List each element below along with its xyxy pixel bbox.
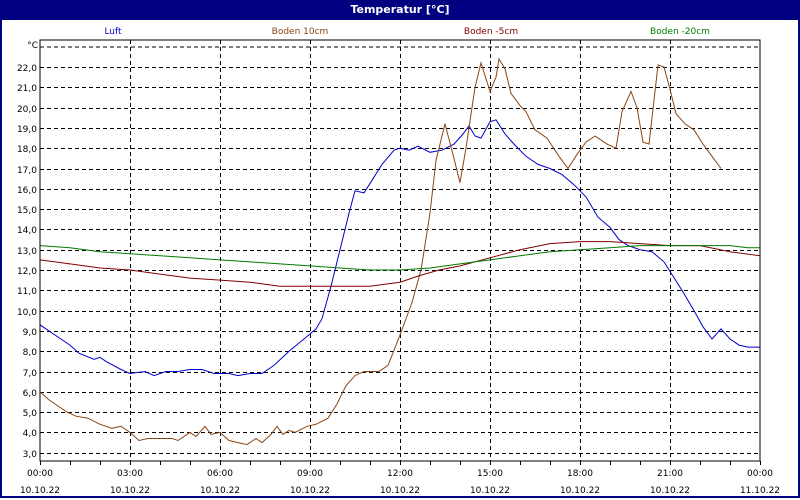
y-tick-label: 17,0 bbox=[17, 166, 37, 176]
y-axis-labels: 3,0 4,0 5,0 6,0 7,0 8,0 9,0 10,0 11,0 12,0 13,0 14,… bbox=[17, 64, 37, 460]
plot-area-border bbox=[39, 39, 761, 462]
x-tick-time: 18:00 bbox=[567, 469, 593, 479]
x-tick-date: 11.10.22 bbox=[740, 486, 780, 496]
window-title: Temperatur [°C] bbox=[0, 0, 800, 20]
y-tick-label: 6,0 bbox=[23, 389, 38, 399]
x-tick-date: 10.10.22 bbox=[20, 486, 60, 496]
x-tick-date: 10.10.22 bbox=[200, 486, 240, 496]
legend: Luft Boden 10cm Boden -5cm Boden -20cm bbox=[104, 27, 710, 37]
x-tick-time: 12:00 bbox=[387, 469, 413, 479]
y-tick-label: 12,0 bbox=[17, 267, 37, 277]
gridlines bbox=[40, 40, 761, 465]
x-tick-date: 10.10.22 bbox=[470, 486, 510, 496]
y-axis-unit: °C bbox=[27, 41, 38, 51]
y-tick-label: 5,0 bbox=[23, 409, 38, 419]
series-line bbox=[39, 57, 722, 446]
y-tick-label: 19,0 bbox=[17, 125, 37, 135]
y-tick-label: 10,0 bbox=[17, 308, 37, 318]
x-tick-time: 15:00 bbox=[477, 469, 503, 479]
series-line bbox=[39, 245, 760, 271]
y-tick-label: 7,0 bbox=[23, 369, 38, 379]
x-tick-date: 10.10.22 bbox=[290, 486, 330, 496]
y-tick-label: 22,0 bbox=[17, 64, 37, 74]
y-tick-label: 9,0 bbox=[23, 328, 38, 338]
series-lines bbox=[39, 57, 761, 446]
series-line bbox=[39, 119, 760, 377]
y-tick-label: 18,0 bbox=[17, 145, 37, 155]
legend-item: Boden 10cm bbox=[272, 27, 329, 37]
y-tick-label: 15,0 bbox=[17, 206, 37, 216]
x-tick-date: 10.10.22 bbox=[380, 486, 420, 496]
legend-item: Boden -20cm bbox=[650, 27, 710, 37]
x-tick-date: 10.10.22 bbox=[110, 486, 150, 496]
x-tick-time: 00:00 bbox=[27, 469, 53, 479]
y-tick-label: 21,0 bbox=[17, 84, 37, 94]
y-tick-label: 20,0 bbox=[17, 105, 37, 115]
x-tick-time: 06:00 bbox=[207, 469, 233, 479]
y-tick-label: 14,0 bbox=[17, 226, 37, 236]
x-tick-time: 21:00 bbox=[657, 469, 683, 479]
series-line bbox=[39, 241, 761, 287]
y-tick-label: 4,0 bbox=[23, 429, 38, 439]
y-tick-label: 13,0 bbox=[17, 247, 37, 257]
x-axis-labels: 00:00 10.10.22 03:00 10.10.22 06:00 10.10.22 0… bbox=[20, 469, 780, 496]
y-tick-label: 3,0 bbox=[23, 450, 38, 460]
legend-item: Luft bbox=[104, 27, 122, 37]
y-tick-label: 11,0 bbox=[17, 287, 37, 297]
x-tick-time: 03:00 bbox=[117, 469, 143, 479]
x-tick-time: 09:00 bbox=[297, 469, 323, 479]
y-tick-label: 16,0 bbox=[17, 186, 37, 196]
x-tick-time: 00:00 bbox=[747, 469, 773, 479]
legend-item: Boden -5cm bbox=[464, 27, 518, 37]
x-tick-date: 10.10.22 bbox=[560, 486, 600, 496]
x-tick-date: 10.10.22 bbox=[650, 486, 690, 496]
y-tick-label: 8,0 bbox=[23, 348, 38, 358]
